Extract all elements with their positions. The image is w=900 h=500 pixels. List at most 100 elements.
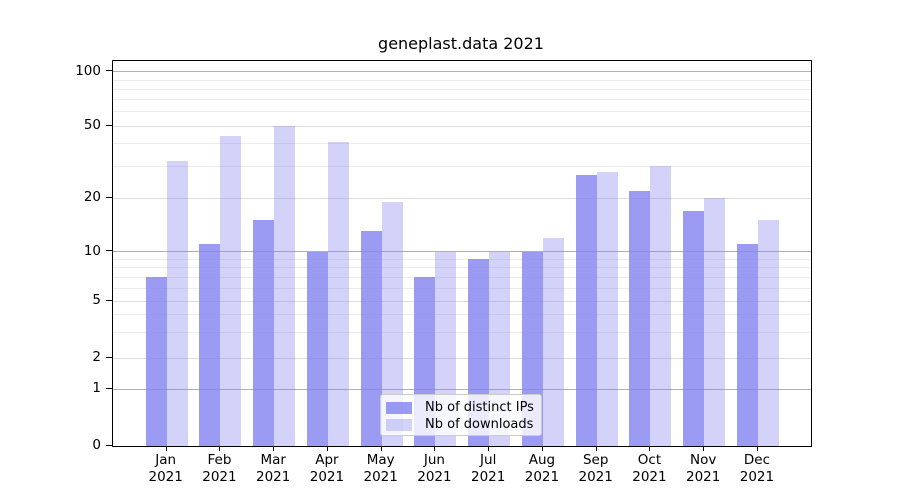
legend-label-distinct-ips: Nb of distinct IPs: [425, 400, 534, 415]
x-tick-year: 2021: [739, 469, 775, 485]
x-tick-label-sep: Sep 2021: [564, 452, 628, 486]
y-tick-mark-20: [106, 196, 112, 198]
legend: Nb of distinct IPs Nb of downloads: [380, 394, 542, 436]
x-tick-label-aug: Aug 2021: [510, 452, 574, 486]
x-tick-year: 2021: [148, 469, 183, 485]
y-tick-label-50: 50: [83, 117, 101, 134]
gridline-minor-40: [113, 143, 811, 145]
bar-distinct-ips-jan: [145, 277, 167, 446]
x-tick-month: Sep: [582, 452, 609, 468]
gridline-100: [113, 71, 811, 73]
y-tick-label-5: 5: [92, 292, 101, 308]
y-tick-mark-2: [106, 356, 112, 358]
bar-downloads-may: [381, 202, 403, 446]
bar-distinct-ips-feb: [199, 244, 221, 446]
gridline-50: [113, 125, 811, 127]
x-tick-mark-aug: [541, 446, 543, 451]
x-tick-mark-dec: [756, 446, 758, 451]
y-tick-label-0: 0: [92, 437, 101, 453]
bar-downloads-feb: [220, 136, 242, 446]
y-tick-label-1: 1: [92, 380, 101, 397]
gridline-minor-9: [113, 258, 811, 260]
y-tick-mark-1: [106, 387, 112, 389]
x-tick-label-may: May 2021: [349, 452, 413, 486]
x-tick-month: Nov: [690, 452, 717, 468]
y-tick-label-20: 20: [83, 189, 101, 206]
x-tick-month: Mar: [260, 452, 286, 468]
bar-distinct-ips-apr: [306, 251, 328, 446]
y-tick-mark-10: [106, 250, 112, 252]
x-tick-year: 2021: [578, 469, 613, 485]
bar-downloads-apr: [327, 141, 349, 446]
x-tick-year: 2021: [309, 469, 345, 485]
bar-distinct-ips-oct: [629, 190, 651, 446]
x-tick-year: 2021: [686, 469, 721, 485]
x-tick-label-jan: Jan 2021: [134, 452, 198, 486]
x-tick-month: May: [366, 452, 395, 468]
bar-distinct-ips-sep: [575, 174, 597, 446]
x-tick-month: Feb: [207, 452, 232, 468]
x-tick-month: Apr: [315, 452, 339, 468]
x-tick-label-jul: Jul 2021: [456, 452, 520, 486]
x-tick-year: 2021: [256, 469, 291, 485]
bar-downloads-dec: [757, 220, 779, 446]
y-tick-label-10: 10: [83, 242, 101, 259]
x-tick-label-mar: Mar 2021: [241, 452, 305, 486]
gridline-1: [113, 388, 811, 390]
bar-distinct-ips-may: [360, 231, 382, 446]
x-tick-label-feb: Feb 2021: [187, 452, 251, 486]
bar-downloads-nov: [704, 198, 726, 446]
x-tick-mark-sep: [595, 446, 597, 451]
gridline-10: [113, 251, 811, 253]
x-tick-year: 2021: [524, 469, 560, 485]
x-tick-year: 2021: [471, 469, 506, 485]
x-tick-month: Jun: [423, 452, 445, 468]
gridline-20: [113, 197, 811, 199]
gridline-minor-3: [113, 332, 811, 334]
bar-distinct-ips-nov: [683, 210, 705, 446]
x-tick-month: Oct: [637, 452, 662, 468]
y-tick-mark-100: [106, 70, 112, 72]
x-tick-mark-mar: [273, 446, 275, 451]
gridline-minor-8: [113, 267, 811, 269]
legend-swatch-downloads: [386, 418, 412, 431]
gridline-minor-90: [113, 79, 811, 81]
plot-area: Nb of distinct IPs Nb of downloads: [112, 60, 812, 447]
x-tick-mark-nov: [703, 446, 705, 451]
gridline-2: [113, 357, 811, 359]
legend-label-downloads: Nb of downloads: [425, 417, 534, 432]
x-tick-mark-may: [380, 446, 382, 451]
x-tick-mark-feb: [219, 446, 221, 451]
gridline-minor-6: [113, 287, 811, 289]
gridline-minor-80: [113, 88, 811, 90]
bar-downloads-oct: [650, 166, 672, 446]
x-tick-mark-apr: [326, 446, 328, 451]
legend-entry-downloads: Nb of downloads: [381, 416, 541, 433]
x-tick-label-jun: Jun 2021: [402, 452, 466, 486]
bar-downloads-mar: [274, 126, 296, 446]
bar-downloads-jan: [166, 161, 188, 446]
x-tick-label-apr: Apr 2021: [295, 452, 359, 486]
gridline-minor-70: [113, 99, 811, 101]
y-tick-mark-0: [106, 444, 112, 446]
x-tick-label-nov: Nov 2021: [671, 452, 735, 486]
x-tick-label-oct: Oct 2021: [617, 452, 681, 486]
bar-distinct-ips-mar: [253, 220, 275, 446]
bar-downloads-aug: [542, 237, 564, 446]
x-tick-mark-jul: [488, 446, 490, 451]
x-tick-label-dec: Dec 2021: [725, 452, 789, 486]
legend-entry-distinct-ips: Nb of distinct IPs: [381, 399, 541, 416]
bar-downloads-sep: [596, 171, 618, 446]
gridline-minor-7: [113, 276, 811, 278]
bar-distinct-ips-dec: [736, 244, 758, 446]
y-tick-label-100: 100: [75, 62, 101, 79]
x-tick-mark-oct: [649, 446, 651, 451]
x-tick-year: 2021: [202, 469, 237, 485]
x-tick-year: 2021: [363, 469, 398, 485]
gridline-minor-30: [113, 165, 811, 167]
y-tick-label-2: 2: [92, 349, 101, 366]
y-tick-mark-50: [106, 124, 112, 126]
x-tick-month: Aug: [528, 452, 556, 468]
x-tick-month: Jul: [480, 452, 497, 468]
